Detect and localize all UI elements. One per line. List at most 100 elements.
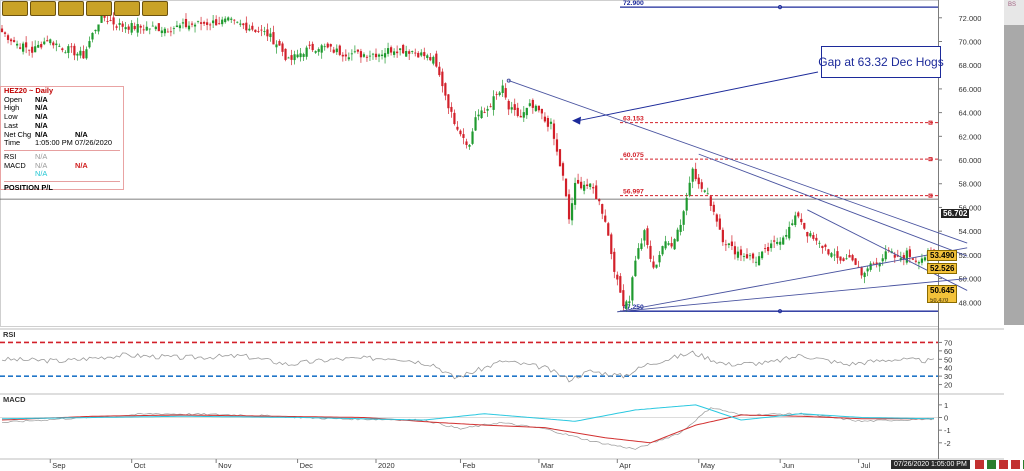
candle-body xyxy=(417,52,420,58)
candle-body xyxy=(317,49,320,52)
candle-body xyxy=(157,23,160,32)
candle-body xyxy=(305,47,308,57)
scroll-right-icon[interactable] xyxy=(1011,460,1020,469)
lower-trend-value: 50.645 xyxy=(930,286,955,295)
candle-body xyxy=(878,262,881,267)
candle-body xyxy=(670,243,673,247)
candle-body xyxy=(625,301,628,309)
candle-body xyxy=(706,193,709,195)
scrollbar-track-top[interactable] xyxy=(1004,0,1024,25)
candle-body xyxy=(323,46,326,48)
candle-body xyxy=(516,107,519,116)
candle-body xyxy=(522,112,525,118)
toolbar-button-5[interactable] xyxy=(114,1,140,16)
candle-body xyxy=(326,43,329,48)
zoom-out-icon[interactable] xyxy=(975,460,984,469)
candle-body xyxy=(386,48,390,54)
price-tick-label: 68.000 xyxy=(959,61,982,70)
toolbar-button-1[interactable] xyxy=(2,1,28,16)
value-date: 07/26/2020 xyxy=(75,138,112,148)
rsi-title: RSI xyxy=(3,330,16,339)
candle-body xyxy=(703,190,706,192)
candle-body xyxy=(40,43,43,48)
candle-body xyxy=(899,258,902,261)
toolbar-button-4[interactable] xyxy=(86,1,112,16)
candle-body xyxy=(142,29,145,31)
candle-body xyxy=(736,251,740,258)
candle-body xyxy=(169,31,173,33)
candle-body xyxy=(818,242,821,244)
candle-body xyxy=(257,31,260,32)
scroll-left-icon[interactable] xyxy=(999,460,1008,469)
candle-body xyxy=(371,53,375,55)
candle-body xyxy=(592,187,595,189)
candle-body xyxy=(658,254,661,263)
candle-body xyxy=(438,66,441,76)
candle-body xyxy=(115,26,118,28)
candle-body xyxy=(567,194,571,220)
toolbar-button-6[interactable] xyxy=(142,1,168,16)
candle-body xyxy=(145,26,148,31)
candle-body xyxy=(377,54,381,57)
level-handle xyxy=(777,309,783,314)
candle-body xyxy=(770,243,773,249)
candle-body xyxy=(181,22,185,24)
candle-body xyxy=(495,93,498,95)
candle-body xyxy=(320,45,323,53)
candle-body xyxy=(863,272,866,278)
candle-body xyxy=(356,49,360,52)
value-open: N/A xyxy=(35,94,48,104)
candle-body xyxy=(6,35,10,40)
candle-body xyxy=(411,51,414,53)
candle-body xyxy=(836,251,839,258)
candle-body xyxy=(85,49,88,59)
candle-body xyxy=(525,107,528,116)
candle-body xyxy=(362,54,366,57)
rsi-tick-label: 40 xyxy=(944,364,952,373)
candle-body xyxy=(489,106,492,108)
candle-body xyxy=(335,48,338,53)
x-tick-label: May xyxy=(701,461,715,470)
bs-label: BS xyxy=(1008,2,1017,8)
candle-body xyxy=(718,218,721,230)
bottom-icon-group xyxy=(975,460,1024,469)
quote-info-box[interactable]: HEZ20 ~ Daily Open N/A High N/A Low N/A Las… xyxy=(0,86,124,193)
candle-body xyxy=(215,19,218,26)
price-tick-label: 72.000 xyxy=(959,14,982,23)
candle-body xyxy=(37,44,40,48)
candle-body xyxy=(685,197,688,211)
candle-body xyxy=(193,24,197,27)
candle-body xyxy=(9,39,13,42)
candle-body xyxy=(52,42,55,46)
candle-body xyxy=(833,254,836,256)
gap-annotation-box[interactable]: Gap at 63.32 Dec Hogs xyxy=(818,46,944,78)
candle-body xyxy=(396,51,399,54)
zoom-in-icon[interactable] xyxy=(987,460,996,469)
toolbar-button-2[interactable] xyxy=(30,1,56,16)
candle-body xyxy=(163,28,166,34)
candle-body xyxy=(350,53,353,55)
scrollbar-thumb[interactable] xyxy=(1004,25,1024,325)
candle-body xyxy=(694,168,697,180)
trendline xyxy=(617,278,968,313)
info-row-position: POSITION P/L xyxy=(1,183,123,193)
candle-body xyxy=(230,18,233,20)
label-low: Low xyxy=(4,112,18,122)
info-row-time: Time 1:05:00 PM 07/26/2020 xyxy=(1,139,123,148)
candle-body xyxy=(79,50,82,56)
candle-body xyxy=(748,255,752,257)
candle-body xyxy=(447,94,450,109)
candle-body xyxy=(872,263,875,265)
candle-body xyxy=(513,104,516,111)
candle-body xyxy=(290,55,293,60)
label-time: Time xyxy=(4,138,21,148)
candle-body xyxy=(528,103,531,106)
macd-title: MACD xyxy=(3,395,26,404)
candle-body xyxy=(22,43,25,52)
candle-body xyxy=(589,183,592,187)
toolbar-button-3[interactable] xyxy=(58,1,84,16)
label-last: Last xyxy=(4,120,18,130)
candle-body xyxy=(133,25,136,30)
price-tick-label: 54.000 xyxy=(959,227,982,236)
